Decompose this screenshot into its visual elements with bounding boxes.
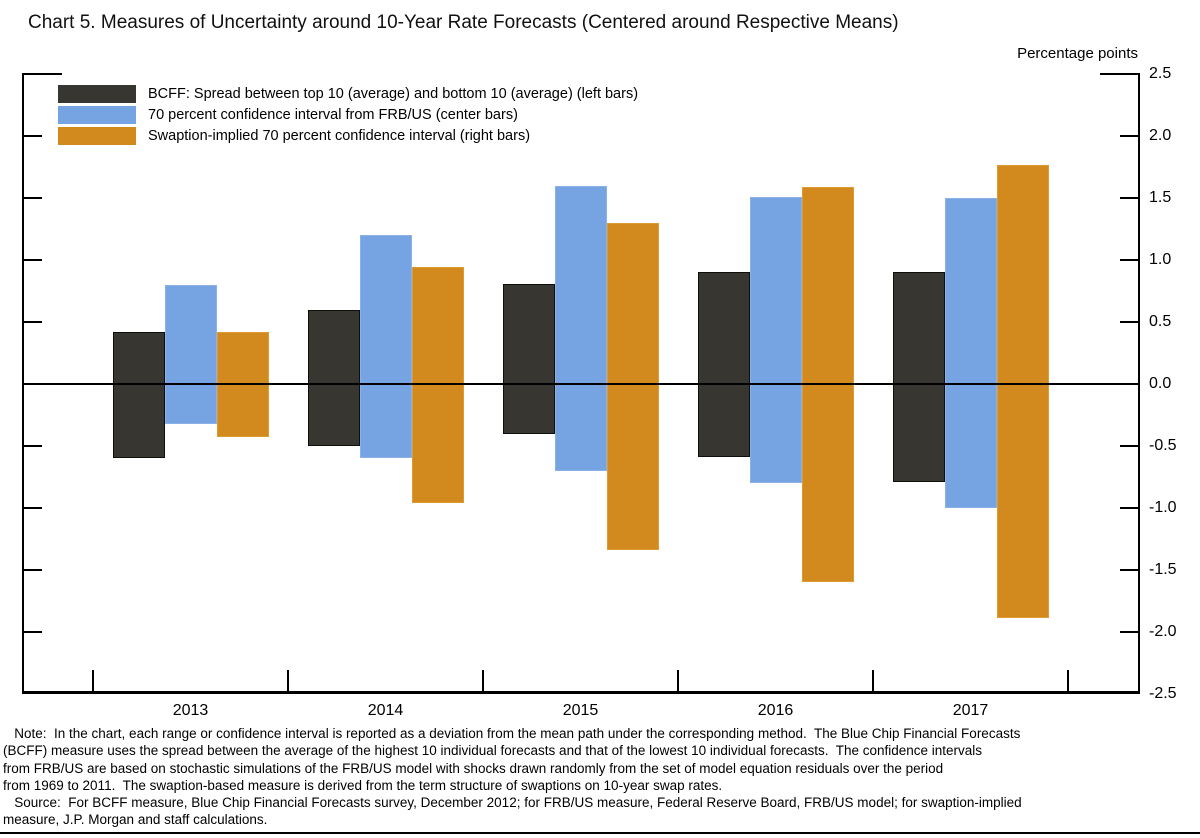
- legend-swatch-frbus: [58, 106, 136, 124]
- y-tick-right: [1120, 321, 1140, 323]
- legend-item-bcff: BCFF: Spread between top 10 (average) an…: [58, 85, 638, 103]
- note-line-5: Source: For BCFF measure, Blue Chip Fina…: [3, 795, 1022, 811]
- note-line-3: from FRB/US are based on stochastic simu…: [3, 760, 944, 776]
- y-tick-label--2.5: -2.5: [1149, 685, 1177, 702]
- x-tick: [92, 670, 94, 692]
- x-tick: [287, 670, 289, 692]
- legend-item-swaption: Swaption-implied 70 percent confidence i…: [58, 127, 530, 145]
- note-line-6: measure, J.P. Morgan and staff calculati…: [3, 812, 268, 828]
- legend-label-frbus: 70 percent confidence interval from FRB/…: [148, 107, 518, 123]
- zero-line: [22, 383, 1140, 385]
- y-tick-label--1.0: -1.0: [1149, 499, 1177, 516]
- y-tick-left: [22, 569, 42, 571]
- bottom-divider: [0, 832, 1200, 834]
- legend-label-swaption: Swaption-implied 70 percent confidence i…: [148, 128, 531, 144]
- legend-swatch-swaption: [58, 127, 136, 145]
- y-tick-left: [22, 321, 42, 323]
- y-tick-label-2.0: 2.0: [1149, 127, 1172, 144]
- note-line-2: (BCFF) measure uses the spread between t…: [3, 743, 983, 759]
- legend-item-frbus: 70 percent confidence interval from FRB/…: [58, 106, 518, 124]
- y-tick-left: [22, 135, 42, 137]
- y-tick-left: [22, 445, 42, 447]
- bar-frbus-2015: [554, 185, 607, 471]
- y-tick-label--2.0: -2.0: [1149, 623, 1177, 640]
- y-tick-right: [1120, 569, 1140, 571]
- y-tick-left: [22, 507, 42, 509]
- y-tick-right: [1120, 445, 1140, 447]
- y-tick-right: [1120, 135, 1140, 137]
- legend-swatch-bcff: [58, 85, 136, 103]
- x-axis: [22, 691, 1140, 694]
- x-tick: [872, 670, 874, 692]
- y-tick-label-0.5: 0.5: [1149, 313, 1172, 330]
- x-tick-label-2017: 2017: [952, 702, 989, 719]
- y-tick-left: [22, 631, 42, 633]
- y-tick-label--0.5: -0.5: [1149, 437, 1177, 454]
- y-tick-right: [1120, 197, 1140, 199]
- bar-frbus-2014: [359, 235, 412, 459]
- legend-label-bcff: BCFF: Spread between top 10 (average) an…: [148, 86, 639, 102]
- y-tick-right: [1100, 73, 1140, 75]
- note-line-1: Note: In the chart, each range or confid…: [3, 726, 1021, 741]
- bar-bcff-2016: [697, 272, 750, 458]
- note-line-4: from 1969 to 2011. The swaption-based me…: [3, 777, 723, 793]
- x-tick-label-2015: 2015: [562, 702, 599, 719]
- bar-swaption-2014: [411, 267, 464, 504]
- y-tick-label-2.5: 2.5: [1149, 65, 1172, 82]
- x-tick-label-2014: 2014: [367, 702, 404, 719]
- y-tick-label-1.5: 1.5: [1149, 189, 1172, 206]
- y-axis-unit-label: Percentage points: [1017, 45, 1138, 62]
- bar-frbus-2016: [749, 196, 802, 484]
- bar-frbus-2013: [164, 284, 217, 424]
- x-tick-label-2016: 2016: [757, 702, 794, 719]
- y-tick-left: [22, 73, 62, 75]
- x-tick: [677, 670, 679, 692]
- y-tick-label--1.5: -1.5: [1149, 561, 1177, 578]
- bar-bcff-2015: [502, 283, 555, 434]
- bar-bcff-2017: [892, 272, 945, 482]
- y-tick-label-0.0: 0.0: [1149, 375, 1172, 392]
- bar-swaption-2017: [996, 164, 1049, 619]
- y-tick-right: [1120, 507, 1140, 509]
- chart-title: Chart 5. Measures of Uncertainty around …: [28, 12, 899, 33]
- y-tick-left: [22, 259, 42, 261]
- y-tick-label-1.0: 1.0: [1149, 251, 1172, 268]
- x-tick-label-2013: 2013: [172, 702, 209, 719]
- y-tick-right: [1120, 259, 1140, 261]
- bar-bcff-2014: [307, 309, 360, 446]
- x-tick: [1067, 670, 1069, 692]
- bar-swaption-2015: [606, 222, 659, 551]
- bar-bcff-2013: [112, 331, 165, 459]
- y-tick-right: [1120, 631, 1140, 633]
- x-tick: [482, 670, 484, 692]
- y-tick-left: [22, 197, 42, 199]
- footnotes: Note: In the chart, each range or confid…: [3, 725, 1022, 829]
- bar-frbus-2017: [944, 198, 997, 508]
